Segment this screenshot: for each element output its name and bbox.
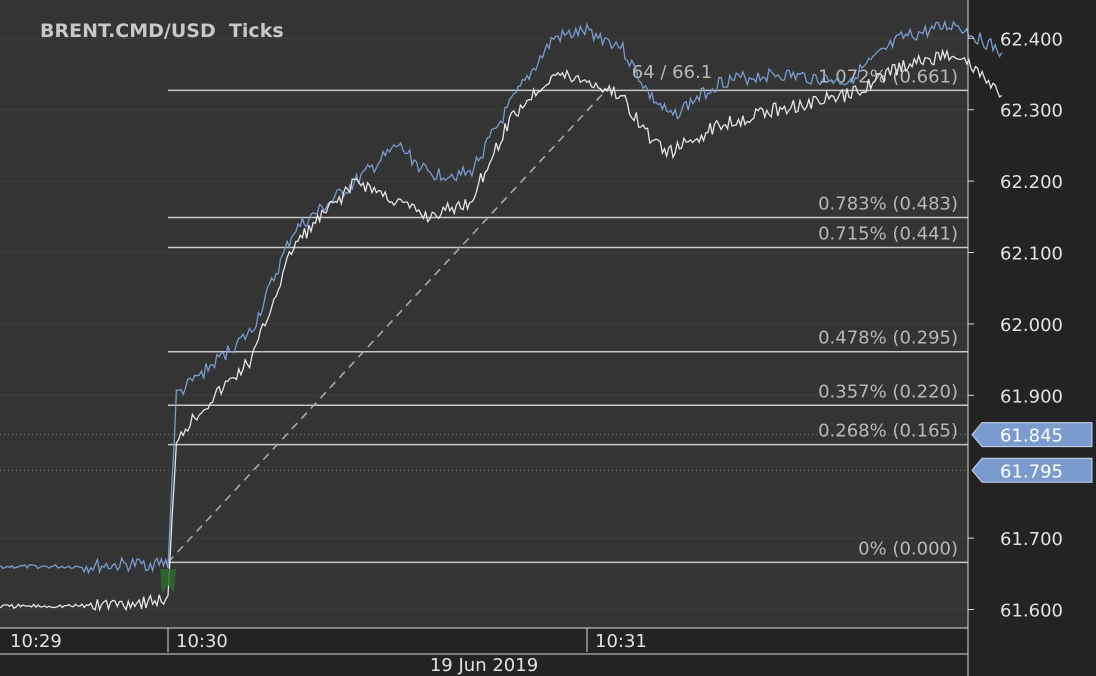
series-line-bid [0,48,1003,612]
time-axis-label: 10:30 [176,631,228,652]
time-axis-label: 10:29 [10,631,62,652]
price-marker-label: 61.845 [1000,426,1063,447]
date-label: 19 Jun 2019 [430,655,538,676]
price-axis-label: 61.600 [1000,601,1063,622]
fib-level-label: 0.268% (0.165) [818,421,958,442]
price-marker-box [971,422,1093,448]
price-markers: 61.845 61.795 [971,422,1093,483]
plot-area [0,0,968,628]
price-axis-label: 62.400 [1000,29,1063,50]
time-axis[interactable]: 10:29 10:30 10:31 19 Jun 2019 [0,627,969,676]
price-axis-label: 62.200 [1000,172,1063,193]
series-line-ask [0,19,1003,575]
price-axis-label: 61.700 [1000,529,1063,550]
fib-trend-line [167,87,609,563]
price-axis-label: 61.900 [1000,386,1063,407]
entry-marker [160,568,176,593]
fib-level-label: 1.072% (0.661) [818,66,958,87]
price-marker-box [971,457,1093,483]
price-axis-label: 62.300 [1000,101,1063,122]
price-axis[interactable]: 62.400 62.300 62.200 62.100 62.000 61.900 61.7… [967,0,1063,628]
fib-level-label: 0% (0.000) [858,538,958,559]
fibonacci-levels[interactable]: 1.072% (0.661) 0.783% (0.483) 0.715% (0.44… [167,62,968,564]
fib-level-label: 0.783% (0.483) [818,194,958,215]
grid [0,37,968,610]
price-axis-label: 62.100 [1000,244,1063,265]
fib-level-label: 0.715% (0.441) [818,224,958,245]
time-axis-label: 10:31 [595,631,647,652]
fib-level-label: 0.478% (0.295) [818,328,958,349]
price-series [0,19,1003,612]
chart-title: BRENT.CMD/USD Ticks [40,20,284,42]
price-marker-label: 61.795 [1000,461,1063,482]
price-axis-label: 62.000 [1000,315,1063,336]
fib-annotation: 64 / 66.1 [632,62,713,83]
fib-level-label: 0.357% (0.220) [818,381,958,402]
